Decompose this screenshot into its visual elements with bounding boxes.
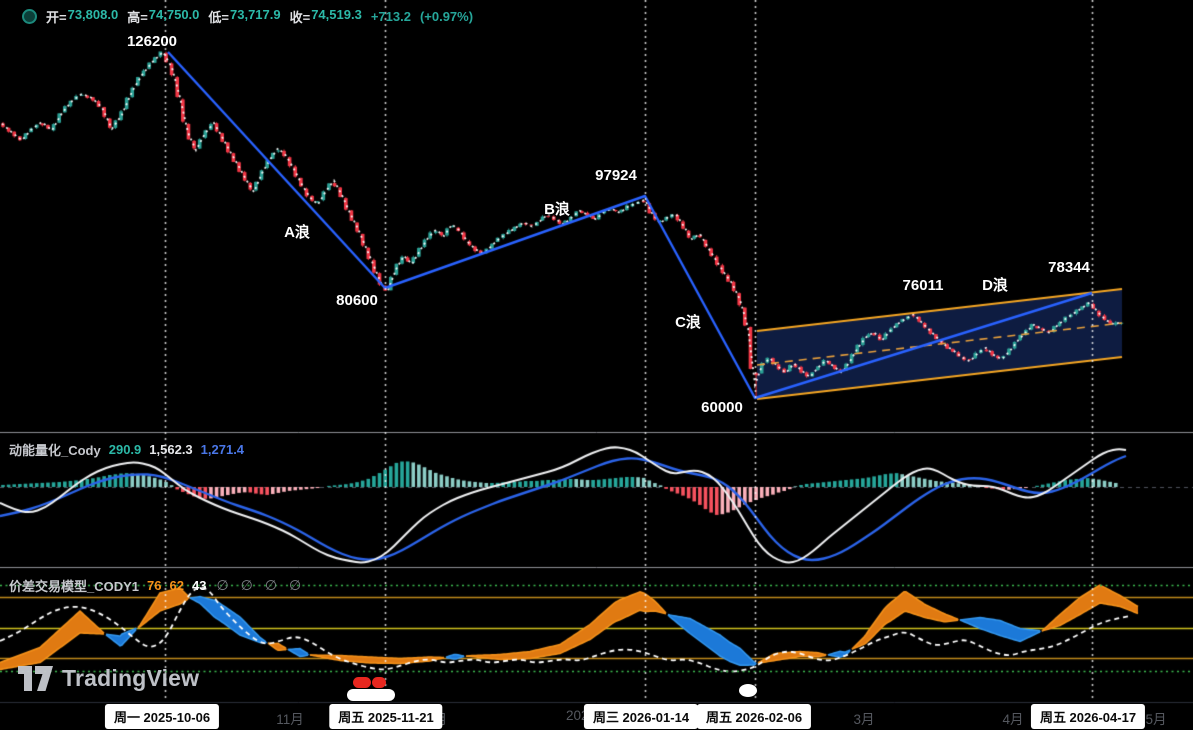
- open-value: 73,808.0: [67, 7, 119, 22]
- time-axis-month-label: 4月: [1002, 712, 1024, 727]
- wave-label: A浪: [284, 224, 310, 241]
- tradingview-logo-text: TradingView: [62, 665, 200, 691]
- date-badge[interactable]: 周五 2026-04-17: [1030, 704, 1146, 729]
- tradingview-logo[interactable]: TradingView: [18, 665, 199, 692]
- ohlc-legend[interactable]: 开= 73,808.0 高= 74,750.0 低= 73,717.9 收= 74,51…: [22, 7, 473, 26]
- momentum-value-2: 1,562.3: [149, 442, 193, 457]
- price-label: 60000: [701, 399, 743, 416]
- empty-value-icon: ∅: [264, 577, 278, 593]
- change-value: +713.2: [370, 9, 411, 24]
- empty-value-icon: ∅: [216, 577, 229, 593]
- date-badge[interactable]: 周五 2025-11-21: [329, 704, 443, 729]
- tradingview-logo-icon: [18, 666, 53, 691]
- date-badge[interactable]: 周三 2026-01-14: [583, 704, 699, 729]
- momentum-value-3: 1,271.4: [200, 442, 245, 457]
- price-label: 126200: [126, 33, 178, 50]
- price-label: 76011: [902, 277, 944, 294]
- empty-value-icon: ∅: [289, 577, 302, 593]
- momentum-value-1: 290.9: [108, 442, 142, 457]
- price-label: 97924: [595, 167, 637, 184]
- marker-red-pill-2[interactable]: [372, 677, 386, 688]
- spread-indicator-title: 价差交易模型_CODY1: [9, 579, 140, 594]
- close-label: 收=: [289, 10, 311, 25]
- time-axis-month-label: 11月: [276, 712, 304, 727]
- wave-label: B浪: [544, 201, 570, 218]
- date-badge[interactable]: 周五 2026-02-06: [696, 704, 812, 729]
- spread-value-2: 62: [169, 578, 184, 593]
- low-value: 73,717.9: [230, 7, 281, 22]
- close-value: 74,519.3: [311, 7, 362, 22]
- price-label: 80600: [336, 292, 378, 309]
- instrument-logo-icon: [22, 9, 37, 24]
- spread-indicator-legend[interactable]: 价差交易模型_CODY1 76 62 43 ∅ ∅ ∅ ∅: [9, 576, 311, 595]
- marker-white-bar[interactable]: [347, 689, 395, 701]
- high-label: 高=: [127, 10, 148, 25]
- spread-empty-values: ∅ ∅ ∅ ∅: [214, 577, 311, 594]
- time-axis-month-label: 3月: [853, 712, 875, 727]
- spread-value-3: 43: [191, 578, 207, 593]
- momentum-indicator-title: 动能量化_Cody: [9, 443, 101, 458]
- marker-red-pill-1[interactable]: [353, 677, 371, 688]
- time-axis-month-label: 5月: [1145, 712, 1167, 727]
- momentum-indicator-legend[interactable]: 动能量化_Cody 290.9 1,562.3 1,271.4: [9, 440, 244, 459]
- wave-label: D浪: [982, 277, 1008, 294]
- high-value: 74,750.0: [148, 7, 200, 22]
- marker-white-dot[interactable]: [739, 684, 757, 697]
- low-label: 低=: [208, 10, 229, 25]
- open-label: 开=: [46, 10, 67, 25]
- wave-label: C浪: [675, 314, 701, 331]
- price-label: 78344: [1048, 259, 1090, 276]
- change-percent: (+0.97%): [419, 9, 474, 24]
- empty-value-icon: ∅: [240, 577, 253, 593]
- date-badge[interactable]: 周一 2025-10-06: [104, 704, 220, 729]
- spread-value-1: 76: [147, 578, 162, 593]
